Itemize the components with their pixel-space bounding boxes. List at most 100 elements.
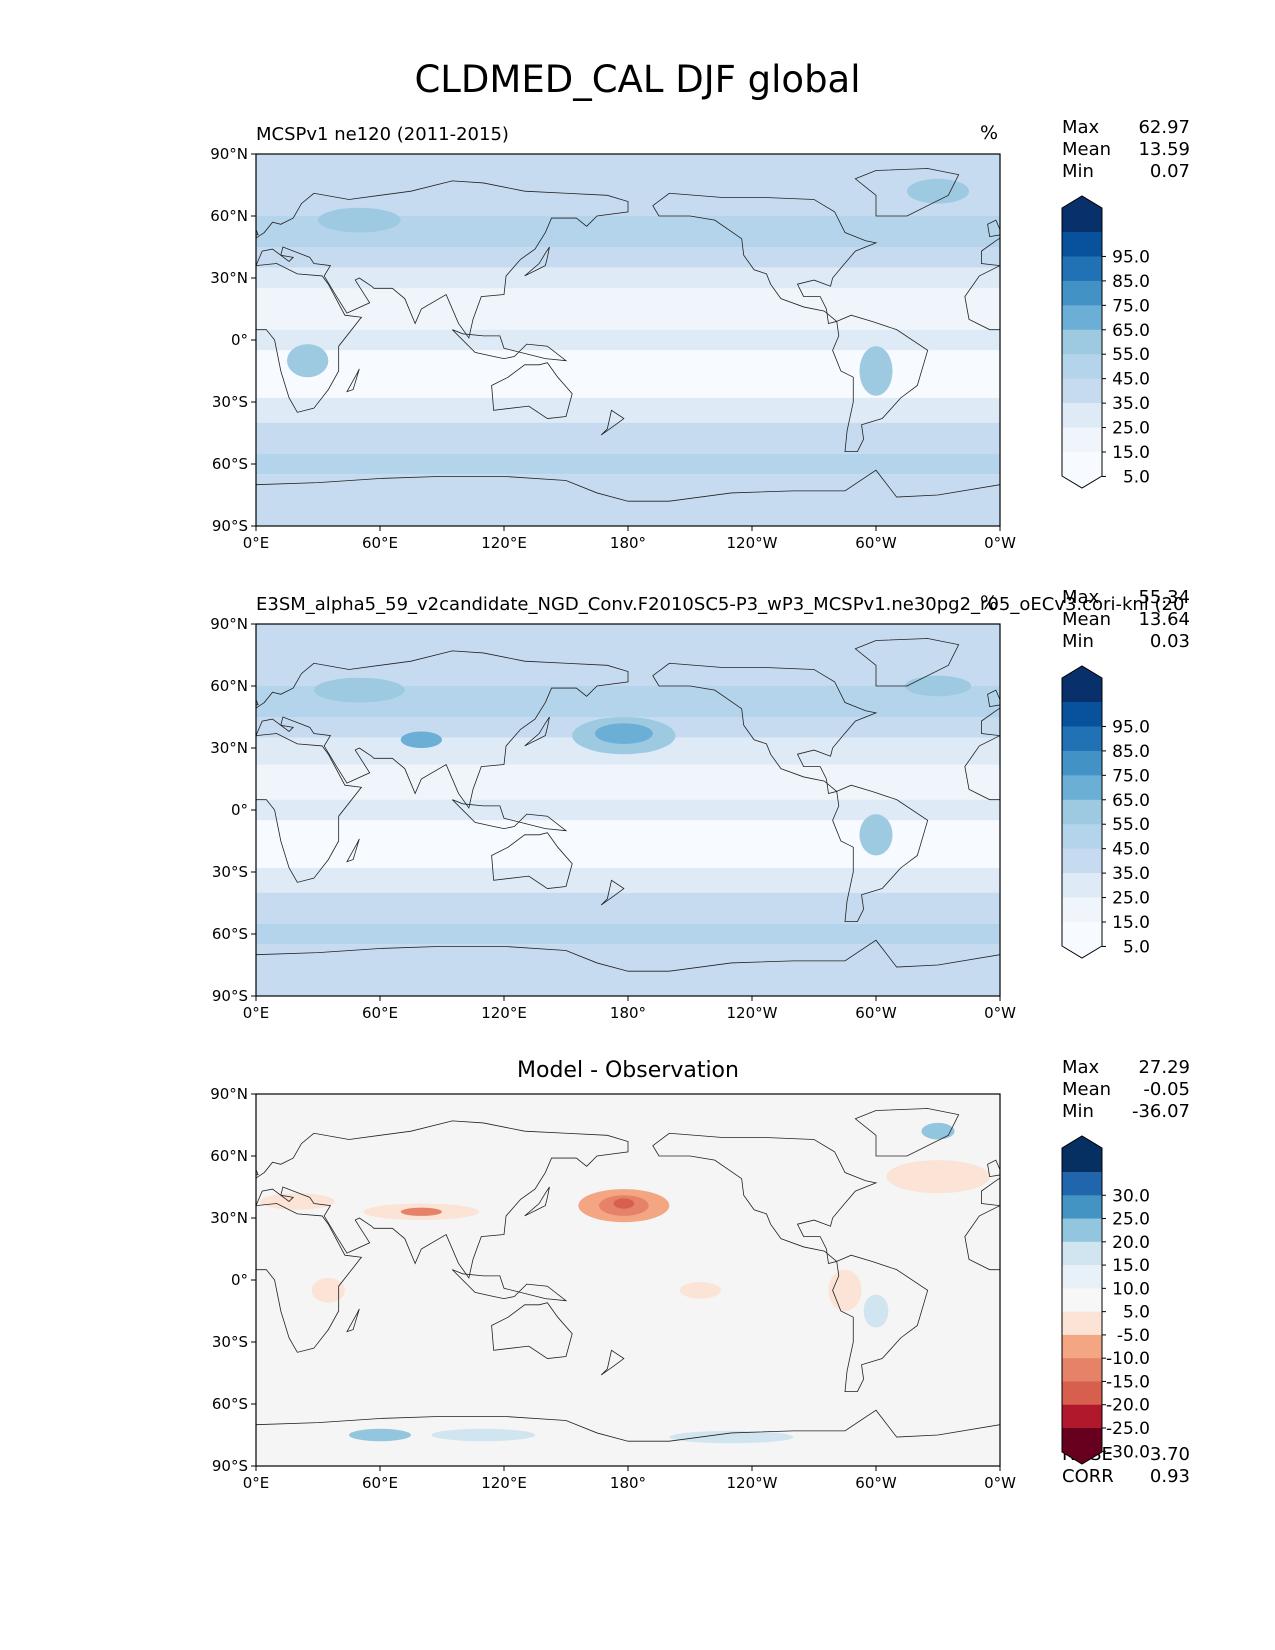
lon-tick-label: 120°W — [727, 1004, 778, 1022]
colorbar-segment — [1062, 232, 1102, 257]
coastline-greenland — [854, 638, 960, 687]
colorbar-segment — [1062, 1311, 1102, 1336]
field-band — [256, 267, 1000, 289]
lat-tick-label: 90°N — [210, 145, 248, 163]
colorbar-tick-label: 95.0 — [1112, 717, 1150, 737]
lon-tick-label: 0°E — [243, 1004, 270, 1022]
coastline-uk-wrap — [987, 1159, 1000, 1178]
colorbar-tick-label: 5.0 — [1123, 937, 1150, 957]
colorbar-tick-label: 85.0 — [1112, 272, 1150, 292]
colorbar-tick-label: 75.0 — [1112, 296, 1150, 316]
colorbar-extend-min — [1062, 1428, 1102, 1464]
stat-min-label: Min — [1062, 161, 1094, 182]
colorbar-2: 95.0 85.0 75.0 65.0 55.0 45.0 35.0 25.0 15.0 5.0 — [1061, 665, 1150, 959]
colorbar-segment — [1062, 1404, 1102, 1429]
field-band — [256, 944, 1000, 996]
lon-tick-label: 0°W — [984, 534, 1016, 552]
field-anomaly — [613, 1198, 635, 1209]
colorbar-segment — [1062, 1358, 1102, 1382]
colorbar-segment — [1062, 1195, 1102, 1220]
coastline-greenland — [854, 1108, 960, 1157]
coastline-nz — [600, 879, 625, 906]
map-panel-1: 90°N 60°N 30°N 0° 30°S 60°S 90°S0°E 60°E 120°E 18… — [210, 145, 1016, 552]
stat-min-value: 0.07 — [1149, 161, 1190, 182]
colorbar-segment — [1062, 1241, 1102, 1266]
lat-tick-label: 60°S — [212, 1395, 248, 1413]
coastline-europe_asia — [256, 650, 629, 809]
coastline-antarctica — [256, 1409, 1000, 1466]
field-anomaly — [318, 207, 401, 233]
colorbar-tick-label: 5.0 — [1123, 467, 1150, 487]
field-anomaly — [907, 178, 969, 204]
colorbar-extend-max — [1062, 666, 1102, 702]
coastline-uk-wrap — [987, 219, 1000, 238]
colorbar-tick-label: 25.0 — [1112, 889, 1150, 909]
lon-tick-label: 60°E — [362, 1004, 398, 1022]
stat-max-label: Max — [1062, 117, 1100, 138]
coastline-indonesia — [452, 799, 568, 832]
lat-tick-label: 0° — [231, 1271, 248, 1289]
coastline-nz — [600, 1349, 625, 1376]
colorbar-tick-label: -20.0 — [1106, 1396, 1150, 1416]
field-anomaly — [863, 1294, 889, 1328]
colorbar-extend-min — [1062, 922, 1102, 958]
field-anomaly — [859, 346, 893, 396]
coastline-antarctica — [256, 939, 1000, 996]
lat-tick-label: 90°N — [210, 615, 248, 633]
coastline-indonesia — [452, 1269, 568, 1302]
lon-tick-label: 0°E — [243, 1474, 270, 1492]
field-band — [256, 867, 1000, 893]
lon-tick-label: 0°E — [243, 534, 270, 552]
colorbar-segment — [1062, 873, 1102, 899]
lon-tick-label: 60°W — [855, 1004, 897, 1022]
lat-tick-label: 60°N — [210, 1147, 248, 1165]
colorbar-segment — [1062, 799, 1102, 825]
field-anomaly — [400, 1207, 443, 1216]
map-panel-2: 90°N 60°N 30°N 0° 30°S 60°S 90°S0°E 60°E 120°E 18… — [210, 615, 1016, 1022]
coastline-australia — [491, 832, 573, 889]
coastline-s_america — [832, 314, 929, 453]
colorbar-segment — [1062, 1265, 1102, 1289]
field-band — [256, 474, 1000, 526]
lat-tick-label: 30°N — [210, 269, 248, 287]
colorbar-tick-label: -10.0 — [1106, 1349, 1150, 1369]
corr-label: CORR — [1062, 1466, 1114, 1487]
colorbar-segment — [1062, 1334, 1102, 1359]
field-anomaly — [921, 1122, 955, 1140]
panel-2-stats: Max 55.34 Mean 13.64 Min 0.03 — [1062, 587, 1190, 653]
lon-tick-label: 60°E — [362, 1474, 398, 1492]
panel-3-stats: Max 27.29 Mean -0.05 Min -36.07 — [1062, 1057, 1190, 1123]
colorbar-tick-label: 65.0 — [1112, 321, 1150, 341]
panel-1-units: % — [980, 122, 999, 144]
stat-mean-label: Mean — [1062, 1079, 1112, 1100]
colorbar-tick-label: 25.0 — [1112, 419, 1150, 439]
colorbar-tick-label: 15.0 — [1112, 443, 1150, 463]
stat-max-label: Max — [1062, 587, 1100, 608]
coastline-madagascar — [346, 838, 360, 863]
colorbar-segment — [1062, 403, 1102, 429]
colorbar-tick-label: 35.0 — [1112, 394, 1150, 414]
stat-mean-label: Mean — [1062, 139, 1112, 160]
stat-max-label: Max — [1062, 1057, 1100, 1078]
panel-2-title: E3SM_alpha5_59_v2candidate_NGD_Conv.F201… — [256, 594, 1185, 615]
field-band — [256, 288, 1000, 330]
lat-tick-label: 90°S — [212, 1457, 248, 1475]
coastline-madagascar — [346, 368, 360, 393]
lat-tick-label: 60°N — [210, 207, 248, 225]
coastline-europe_asia — [256, 1120, 629, 1279]
coastline-n_america — [652, 662, 878, 794]
lon-tick-label: 120°E — [481, 1004, 527, 1022]
colorbar-segment — [1062, 702, 1102, 727]
lon-tick-label: 120°W — [727, 1474, 778, 1492]
field-anomaly — [431, 1428, 535, 1442]
colorbar-segment — [1062, 1381, 1102, 1406]
lat-tick-label: 60°S — [212, 925, 248, 943]
colorbar-segment — [1062, 329, 1102, 355]
lon-tick-label: 180° — [610, 1004, 646, 1022]
lon-tick-label: 180° — [610, 534, 646, 552]
lat-tick-label: 90°S — [212, 987, 248, 1005]
panel-3-title: Model - Observation — [517, 1058, 739, 1083]
lat-tick-label: 60°S — [212, 455, 248, 473]
field-band — [256, 247, 1000, 268]
